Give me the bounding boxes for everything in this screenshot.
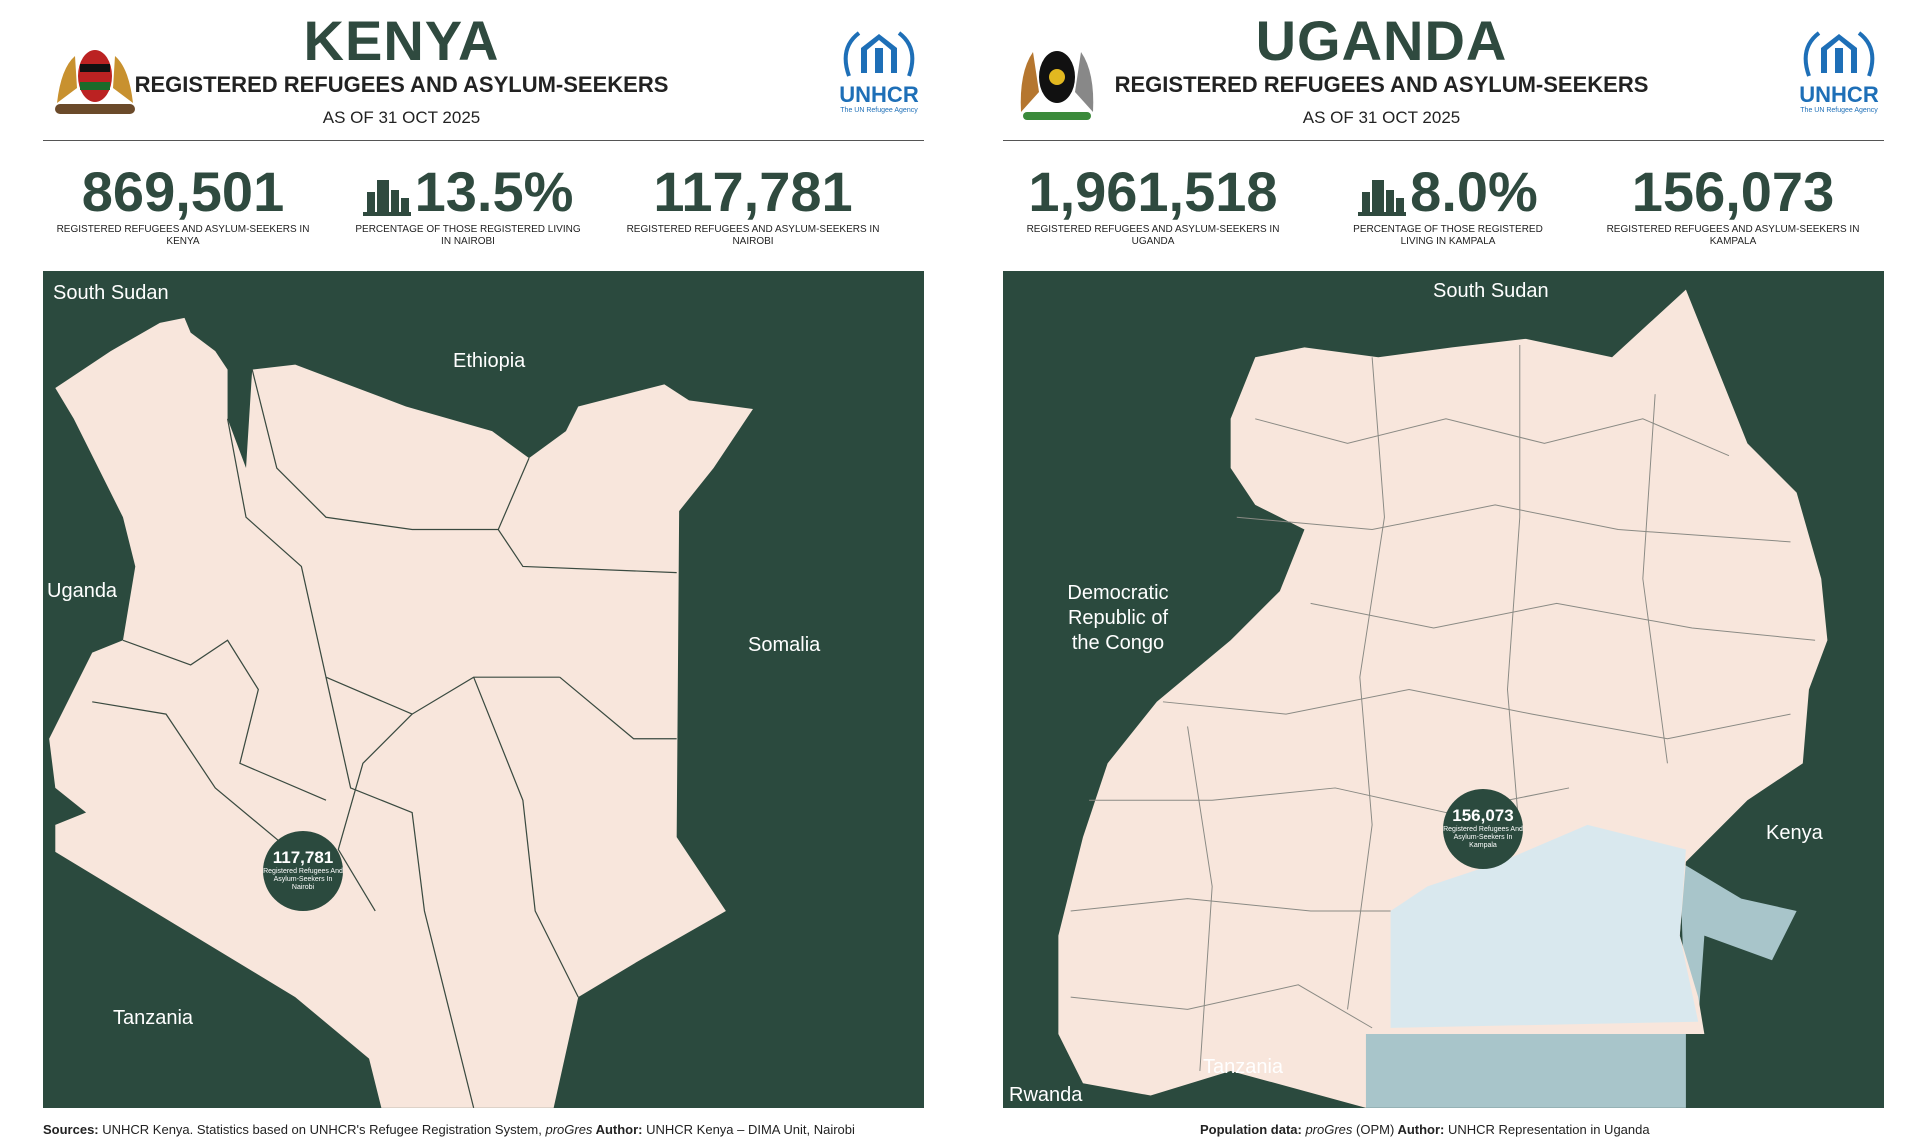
stat-value: 156,073 [1631, 160, 1835, 223]
subtitle: REGISTERED REFUGEES AND ASYLUM-SEEKERS [1114, 72, 1649, 97]
author-text: UNHCR Kenya – DIMA Unit, Nairobi [642, 1122, 855, 1137]
progres-text: proGres [545, 1122, 593, 1137]
city-buildings-icon [1358, 180, 1407, 217]
kenya-panel: KENYA REGISTERED REFUGEES AND ASYLUM-SEE… [43, 0, 924, 1110]
stat-percentage: 8.0% PERCENTAGE OF THOSE REGISTERED LIVIN… [1338, 162, 1558, 248]
stat-value: 8.0% [1410, 160, 1538, 223]
as-of-date: AS OF 31 OCT 2025 [1302, 108, 1461, 127]
author-label: Author: [1394, 1122, 1445, 1137]
author-text: UNHCR Representation in Uganda [1444, 1122, 1650, 1137]
county-borders [92, 369, 677, 1108]
unhcr-logo: UNHCR The UN Refugee Agency [1794, 28, 1884, 120]
uganda-footer: Population data: proGres (OPM) Author: U… [1200, 1122, 1650, 1137]
kenya-map-shape [49, 317, 753, 1108]
lake-victoria-kenya [1679, 861, 1797, 1035]
stat-value: 1,961,518 [1028, 160, 1278, 223]
unhcr-wordmark: UNHCR [1799, 82, 1879, 107]
unhcr-wordmark: UNHCR [839, 82, 919, 107]
sources-text: UNHCR Kenya. Statistics based on UNHCR's… [98, 1122, 546, 1137]
stat-value: 869,501 [81, 160, 285, 223]
stat-label: REGISTERED REFUGEES AND ASYLUM-SEEKERS I… [1026, 224, 1280, 247]
bubble-label: Registered Refugees And Asylum-Seekers I… [1443, 826, 1523, 849]
label-somalia: Somalia [748, 634, 821, 656]
label-south-sudan: South Sudan [53, 282, 169, 304]
population-data-label: Population data: [1200, 1122, 1302, 1137]
unhcr-tagline: The UN Refugee Agency [1800, 107, 1878, 114]
unhcr-emblem-icon [843, 31, 915, 77]
author-label: Author: [592, 1122, 643, 1137]
kampala-bubble[interactable]: 156,073 Registered Refugees And Asylum-Se… [1443, 789, 1523, 869]
stat-nairobi: 117,781 REGISTERED REFUGEES AND ASYLUM-SE… [623, 162, 883, 248]
stat-kampala: 156,073 REGISTERED REFUGEES AND ASYLUM-SE… [1603, 162, 1863, 248]
label-drc: Democratic Republic of the Congo [1067, 582, 1169, 654]
stat-total: 869,501 REGISTERED REFUGEES AND ASYLUM-SE… [53, 162, 313, 248]
opm-text: (OPM) [1352, 1122, 1395, 1137]
as-of-date: AS OF 31 OCT 2025 [322, 108, 481, 127]
kenya-map: South Sudan Ethiopia Uganda Somalia Tanz… [43, 271, 924, 1108]
progres-text: proGres [1301, 1122, 1353, 1137]
uganda-map-shape [1058, 289, 1828, 1108]
stat-value: 117,781 [653, 160, 853, 223]
uganda-map: South Sudan Democratic Republic of the C… [1003, 271, 1884, 1108]
bubble-label: Registered Refugees And Asylum-Seekers I… [263, 868, 343, 891]
label-tanzania: Tanzania [113, 1007, 194, 1029]
label-rwanda: Rwanda [1009, 1084, 1083, 1106]
lake-victoria [1390, 824, 1699, 1028]
stat-label: REGISTERED REFUGEES AND ASYLUM-SEEKERS I… [1606, 224, 1860, 247]
city-buildings-icon [362, 180, 411, 217]
page-title: UGANDA [1255, 9, 1508, 72]
stat-label: REGISTERED REFUGEES AND ASYLUM-SEEKERS I… [56, 224, 310, 247]
subtitle: REGISTERED REFUGEES AND ASYLUM-SEEKERS [134, 72, 669, 97]
unhcr-logo: UNHCR The UN Refugee Agency [834, 28, 924, 120]
label-south-sudan: South Sudan [1433, 280, 1549, 302]
label-kenya: Kenya [1766, 822, 1823, 844]
label-tanzania: Tanzania [1203, 1056, 1284, 1078]
bubble-value: 117,781 [272, 848, 334, 867]
divider [1003, 140, 1884, 141]
stat-value: 13.5% [414, 160, 574, 223]
unhcr-emblem-icon [1803, 31, 1875, 77]
unhcr-tagline: The UN Refugee Agency [840, 107, 918, 114]
kenya-land [49, 317, 753, 1108]
stat-total: 1,961,518 REGISTERED REFUGEES AND ASYLUM-… [1008, 162, 1298, 248]
stat-percentage: 13.5% PERCENTAGE OF THOSE REGISTERED LIVI… [353, 162, 583, 248]
sources-label: Sources: [43, 1122, 99, 1137]
bubble-value: 156,073 [1452, 806, 1514, 825]
label-uganda: Uganda [47, 580, 118, 602]
stat-label: PERCENTAGE OF THOSE REGISTERED LIVING IN… [1353, 224, 1543, 247]
label-ethiopia: Ethiopia [453, 350, 526, 372]
page-title: KENYA [303, 9, 500, 72]
divider [43, 140, 924, 141]
uganda-coat-of-arms-icon [1020, 51, 1094, 120]
stat-label: REGISTERED REFUGEES AND ASYLUM-SEEKERS I… [626, 224, 880, 247]
nairobi-bubble[interactable]: 117,781 Registered Refugees And Asylum-Se… [263, 831, 343, 911]
stat-label: PERCENTAGE OF THOSE REGISTERED LIVING IN… [355, 224, 581, 247]
kenya-footer: Sources: UNHCR Kenya. Statistics based o… [43, 1122, 855, 1137]
lake-victoria-south [1365, 1031, 1686, 1108]
kenya-coat-of-arms-icon [55, 50, 135, 114]
uganda-panel: UGANDA REGISTERED REFUGEES AND ASYLUM-SE… [1003, 0, 1884, 1110]
